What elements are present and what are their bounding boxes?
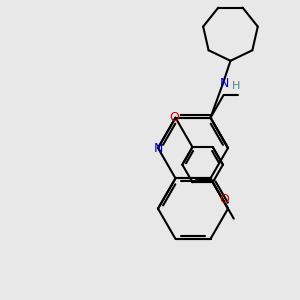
Text: N: N: [220, 77, 229, 90]
Text: H: H: [232, 81, 241, 91]
Text: O: O: [219, 194, 229, 206]
Text: O: O: [169, 111, 179, 124]
Text: N: N: [153, 142, 163, 154]
